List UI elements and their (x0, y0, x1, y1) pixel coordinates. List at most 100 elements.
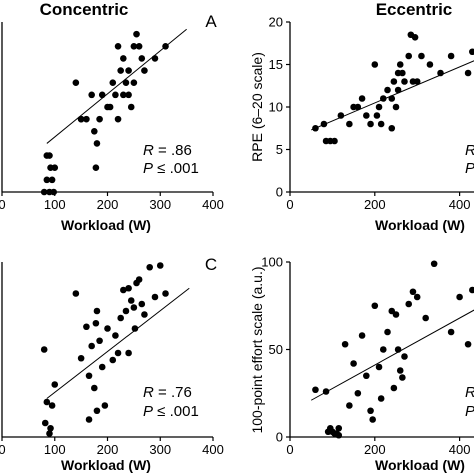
panel-c-x-ticks: 0 100 200 300 400 (0, 437, 224, 457)
panel-a-point (122, 79, 130, 87)
panel-d-x-tick-label: 200 (364, 442, 386, 457)
panel-c-point (156, 262, 164, 269)
panel-d-point (371, 302, 379, 310)
panel-d-point (358, 332, 366, 339)
panel-d-point (346, 402, 353, 409)
panel-c-point (125, 284, 132, 292)
panel-b-point (464, 69, 472, 77)
panel-d-point (312, 386, 319, 394)
panel-a-point (77, 115, 85, 123)
panel-c-point (72, 290, 80, 297)
panel-c-point (127, 297, 135, 304)
panel-b-point (388, 124, 396, 132)
panel-c-point (112, 332, 119, 339)
panel-b-point (320, 120, 328, 128)
panel-c-point (109, 356, 117, 364)
panel-a-point (92, 164, 100, 172)
panel-d-y-tick-label: 0 (276, 430, 283, 445)
panel-b-point (394, 86, 402, 94)
panel-a-point (51, 164, 59, 172)
panel-a-x-label: Workload (W) (61, 217, 151, 233)
panel-c-point (135, 276, 143, 283)
panel-c-point (141, 311, 148, 318)
panel-a-point (125, 67, 132, 74)
panel-b-point (384, 86, 391, 94)
panel-a-p-stat: P ≤ .001 (143, 160, 199, 177)
panel-c-point (122, 307, 130, 315)
panel-a-point (83, 115, 90, 123)
panel-a-point (138, 55, 146, 62)
panel-b-point (354, 103, 362, 111)
panel-c-point (98, 363, 106, 371)
panel-d-point (322, 388, 330, 395)
panel-b-point (331, 137, 338, 145)
panel-c-point (131, 325, 139, 332)
panel-a-point (48, 176, 56, 184)
panel-d-point (405, 300, 413, 308)
panel-c-point (104, 325, 111, 332)
panel-c-r-stat: R = .76 (143, 384, 192, 401)
panel-c-point (91, 384, 98, 392)
panel-c-point (93, 307, 101, 315)
panel-a-point (114, 115, 122, 123)
panel-a-point (43, 176, 51, 184)
panel-b-y-tick-label: 5 (276, 142, 283, 157)
panel-b-point (413, 78, 421, 85)
panel-b-point (377, 120, 385, 128)
panel-c-point (46, 430, 53, 437)
panel-d-x-label: Workload (W) (375, 457, 465, 473)
panel-c-point (83, 323, 90, 331)
panel-b-point (411, 34, 419, 41)
panel-b-point (363, 112, 370, 119)
panel-b-point (392, 103, 400, 111)
panel-c-x-tick-label: 400 (202, 442, 224, 457)
panel-b-point (401, 78, 408, 85)
panel-a-point (112, 91, 119, 99)
panel-d-point (392, 311, 400, 318)
panel-d-point (379, 346, 387, 353)
panel-c-point (162, 290, 169, 297)
panel-a-point (93, 140, 101, 147)
panel-d-point (384, 328, 391, 336)
panel-c-x-tick-label: 300 (149, 442, 171, 457)
panel-a-title: Concentric (40, 0, 129, 19)
panel-b-x-tick-label: 400 (449, 197, 471, 212)
panel-b-point (346, 120, 353, 128)
panel-a-point (135, 42, 143, 50)
panel-a-point (141, 67, 148, 74)
panel-d-point (390, 384, 398, 392)
panel-c-point (47, 424, 54, 432)
panel-c-point (88, 342, 95, 350)
panel-b-title: Eccentric (376, 0, 453, 19)
panel-b-point (358, 95, 366, 102)
panel-d-x-tick-label: 0 (286, 442, 293, 457)
panel-a-point (133, 30, 140, 38)
panel-c-x-tick-label: 100 (44, 442, 66, 457)
panel-c-point (77, 354, 85, 362)
panel-c-point (146, 263, 153, 271)
panel-a-point (130, 42, 138, 50)
panel-a-x-tick-label: 300 (149, 197, 171, 212)
panel-a-letter: A (205, 12, 217, 31)
panel-c-letter: C (205, 255, 217, 274)
panel-c-x-tick-label: 0 (0, 442, 6, 457)
panel-c-trendline (46, 287, 190, 399)
panel-b-points (312, 31, 474, 145)
panel-c-point (40, 346, 48, 353)
panel-d-x-tick-label: 400 (449, 442, 471, 457)
panel-c-point (85, 372, 93, 380)
panel-d-point (369, 416, 376, 423)
panel-c-x-tick-label: 200 (97, 442, 119, 457)
panel-b-point (367, 120, 374, 128)
panel-d-points (312, 260, 474, 439)
panel-d-r-stat-partial: R (465, 384, 474, 401)
panel-a-point (72, 79, 80, 87)
panel-b-x-ticks: 0 200 400 (286, 192, 470, 212)
panel-a-point (91, 127, 98, 135)
panel-d-y-ticks: 0 50 100 (261, 255, 290, 445)
panel-d-point (413, 293, 421, 301)
panel-d-point (399, 374, 406, 381)
panel-c-point (130, 304, 138, 311)
panel-d-point (456, 293, 463, 301)
